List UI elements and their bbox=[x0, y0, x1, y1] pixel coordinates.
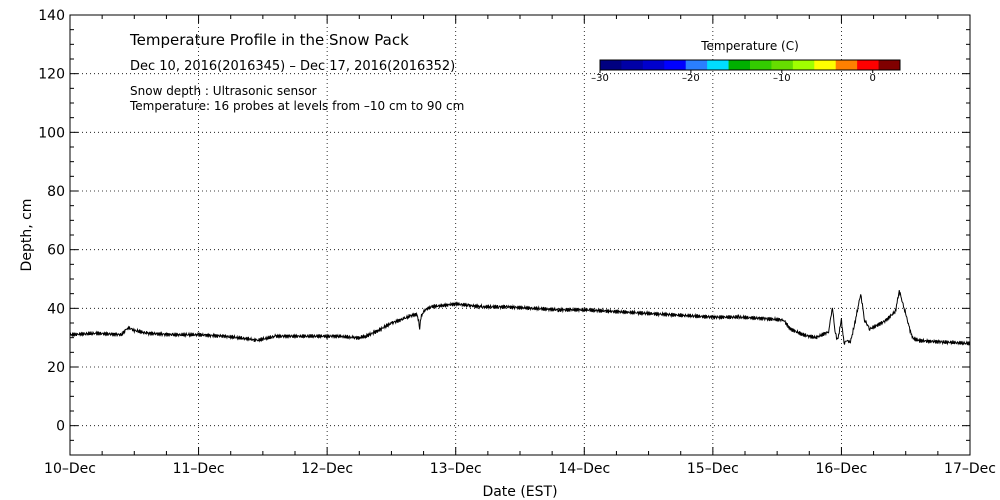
x-tick-label: 12–Dec bbox=[301, 461, 353, 477]
x-tick-label: 17–Dec bbox=[944, 461, 996, 477]
x-tick-labels: 10–Dec 11–Dec 12–Dec 13–Dec 14–Dec 15–Dec 16–D… bbox=[44, 461, 996, 477]
y-tick-label: 120 bbox=[38, 67, 65, 83]
x-tick-label: 13–Dec bbox=[430, 461, 482, 477]
colorbar-tick-label: –20 bbox=[682, 73, 700, 84]
colorbar-cell bbox=[750, 60, 772, 70]
colorbar-cell bbox=[835, 60, 858, 70]
x-axis-title: Date (EST) bbox=[482, 484, 557, 500]
y-tick-label: 80 bbox=[47, 184, 65, 200]
colorbar-cells bbox=[600, 60, 901, 70]
annotation-temperature-probes: Temperature: 16 probes at levels from –1… bbox=[129, 99, 464, 113]
x-tick-label: 15–Dec bbox=[687, 461, 739, 477]
x-tick-label: 11–Dec bbox=[173, 461, 225, 477]
colorbar-tick-label: 0 bbox=[870, 73, 876, 84]
colorbar-cell bbox=[685, 60, 708, 70]
snow-depth-line bbox=[69, 290, 971, 346]
annotation-snow-depth: Snow depth : Ultrasonic sensor bbox=[130, 84, 317, 98]
y-tick-labels: 0 20 40 60 80 100 120 140 bbox=[38, 8, 65, 435]
colorbar-cell bbox=[857, 60, 880, 70]
colorbar-cell bbox=[878, 60, 901, 70]
colorbar-cell bbox=[664, 60, 687, 70]
colorbar: Temperature (C) –30 –20 –10 0 bbox=[591, 39, 901, 84]
chart-title: Temperature Profile in the Snow Pack bbox=[129, 31, 409, 49]
y-tick-label: 20 bbox=[47, 360, 65, 376]
plot-frame bbox=[69, 14, 971, 456]
x-tick-label: 10–Dec bbox=[44, 461, 96, 477]
y-tick-label: 0 bbox=[56, 419, 65, 435]
chart-subtitle: Dec 10, 2016(2016345) – Dec 17, 2016(201… bbox=[130, 59, 455, 74]
y-tick-label: 40 bbox=[47, 301, 65, 317]
colorbar-tick-labels: –30 –20 –10 0 bbox=[591, 70, 876, 84]
y-tick-label: 100 bbox=[38, 125, 65, 141]
axis-ticks bbox=[69, 14, 971, 456]
colorbar-title: Temperature (C) bbox=[700, 39, 799, 53]
grid-lines bbox=[70, 15, 970, 455]
colorbar-cell bbox=[771, 60, 794, 70]
colorbar-tick-label: –10 bbox=[773, 73, 791, 84]
series-layer bbox=[69, 290, 971, 346]
y-tick-label: 140 bbox=[38, 8, 65, 24]
colorbar-cell bbox=[621, 60, 644, 70]
colorbar-cell bbox=[707, 60, 730, 70]
colorbar-frame bbox=[599, 59, 901, 71]
colorbar-cell bbox=[814, 60, 837, 70]
colorbar-tick-label: –30 bbox=[591, 73, 609, 84]
colorbar-cell bbox=[600, 60, 622, 70]
x-tick-label: 14–Dec bbox=[558, 461, 610, 477]
colorbar-cell bbox=[642, 60, 665, 70]
y-axis-title: Depth, cm bbox=[19, 199, 35, 272]
x-tick-label: 16–Dec bbox=[815, 461, 867, 477]
colorbar-cell bbox=[728, 60, 751, 70]
colorbar-cell bbox=[792, 60, 815, 70]
y-tick-label: 60 bbox=[47, 243, 65, 259]
